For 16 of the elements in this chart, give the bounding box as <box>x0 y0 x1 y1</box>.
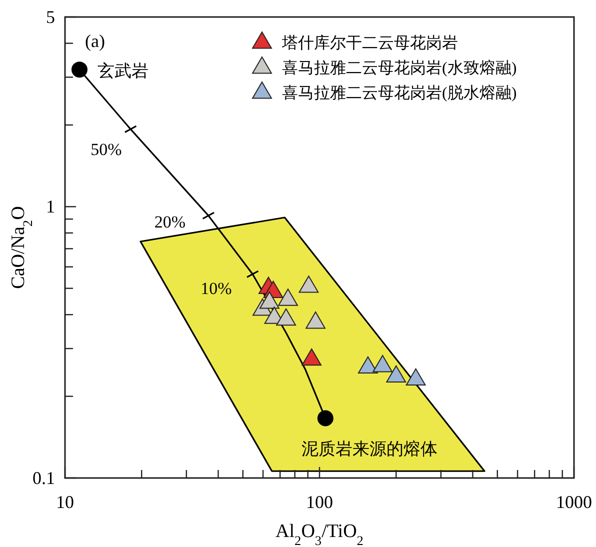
legend-label: 塔什库尔干二云母花岗岩 <box>281 34 458 52</box>
x-tick-label: 1000 <box>556 492 592 512</box>
y-tick-label: 5 <box>46 7 55 27</box>
x-tick-label: 10 <box>56 492 74 512</box>
x-tick-label: 100 <box>306 492 333 512</box>
x-axis-title: Al$_{2}$O$_{3}$/TiO$_{2}$ <box>276 521 364 547</box>
y-tick-label: 1 <box>46 196 55 217</box>
legend-label: 喜马拉雅二云母花岗岩(脱水熔融) <box>282 84 517 102</box>
legend-label: 喜马拉雅二云母花岗岩(水致熔融) <box>282 59 517 77</box>
annotation: 10% <box>200 279 232 298</box>
y-tick-label: 0.1 <box>32 468 55 488</box>
annotation: 玄武岩 <box>97 62 148 81</box>
annotation: 50% <box>90 140 122 160</box>
annotation: 泥质岩来源的熔体 <box>301 439 438 458</box>
annotation: 20% <box>154 212 186 232</box>
annotation: (a) <box>85 31 105 51</box>
